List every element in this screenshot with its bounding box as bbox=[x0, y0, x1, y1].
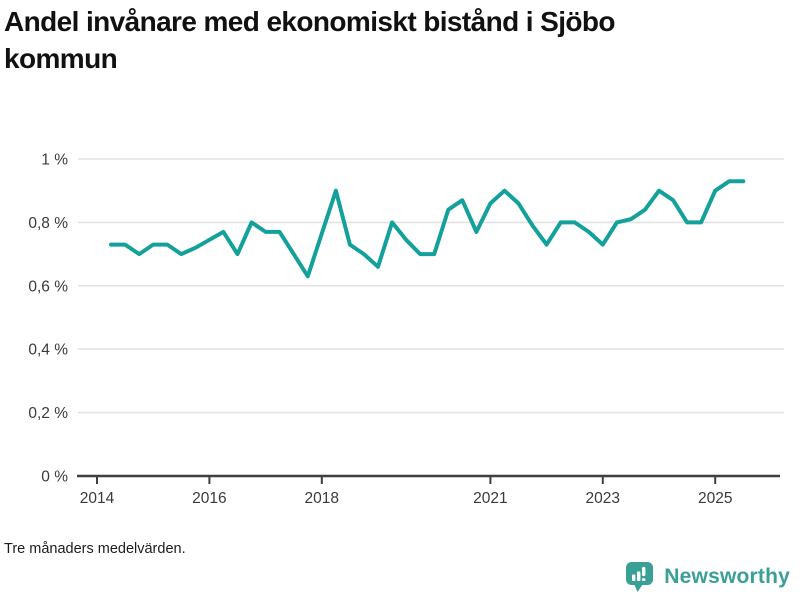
line-chart: 0 % 0,2 % 0,4 % 0,6 % 0,8 % 1 % 2014 2016 2018 20… bbox=[0, 145, 800, 525]
x-axis-label: 2023 bbox=[586, 490, 620, 507]
y-axis-label: 0,2 % bbox=[28, 405, 68, 422]
chart-canvas: 0 % 0,2 % 0,4 % 0,6 % 0,8 % 1 % 2014 2016 2018 20… bbox=[28, 152, 784, 507]
x-axis-label: 2018 bbox=[305, 490, 339, 507]
y-axis-label: 0,8 % bbox=[28, 215, 68, 232]
x-axis-label: 2014 bbox=[80, 490, 115, 507]
chart-footnote: Tre månaders medelvärden. bbox=[4, 541, 186, 557]
y-axis-label: 1 % bbox=[41, 152, 68, 169]
y-axis-label: 0 % bbox=[41, 469, 68, 486]
page-title: Andel invånare med ekonomiskt bistånd i … bbox=[4, 4, 792, 78]
x-axis-label: 2025 bbox=[698, 490, 732, 507]
newsworthy-logo-icon bbox=[626, 562, 654, 592]
newsworthy-wordmark: Newsworthy bbox=[664, 565, 790, 588]
page-title-line1: Andel invånare med ekonomiskt bistånd i … bbox=[4, 6, 616, 37]
page-title-line2: kommun bbox=[4, 42, 118, 74]
x-axis-label: 2016 bbox=[192, 490, 226, 507]
x-axis-label: 2021 bbox=[473, 490, 507, 507]
newsworthy-brand[interactable]: Newsworthy bbox=[624, 560, 790, 594]
data-line-series bbox=[109, 179, 746, 279]
y-axis-label: 0,6 % bbox=[28, 278, 68, 295]
y-axis-label: 0,4 % bbox=[28, 342, 68, 359]
